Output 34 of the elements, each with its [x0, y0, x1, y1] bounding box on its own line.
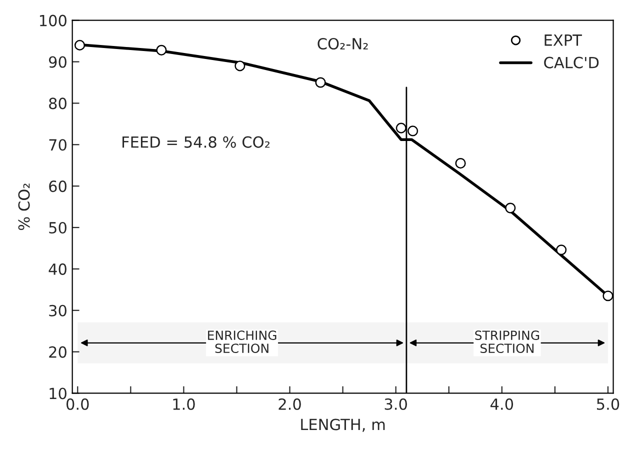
point: [408, 126, 418, 136]
text: CO₂-N₂: [318, 38, 368, 50]
y-axis-title: % CO₂: [18, 184, 30, 230]
point: [74, 40, 86, 50]
y-tick-label: 70: [49, 139, 66, 151]
y-tick-label: 30: [49, 304, 66, 316]
point: [556, 244, 567, 256]
x-tick-label: 2.0: [278, 398, 301, 410]
point: [455, 158, 466, 169]
band-label: ENRICHING SECTION: [208, 330, 276, 354]
legend-label: CALC'D: [544, 56, 599, 68]
y-tick-label: 10: [50, 388, 66, 400]
y-tick-label: 40: [48, 263, 66, 275]
point: [234, 60, 246, 72]
band-label: STRIPPING SECTION: [475, 330, 540, 354]
point: [315, 77, 326, 88]
x-tick-label: 3.0: [384, 398, 407, 410]
point: [505, 202, 516, 214]
y-tick-label: 50: [49, 222, 66, 234]
y-tick-label: 60: [49, 180, 66, 192]
x-tick-label: 5.0: [597, 398, 620, 410]
y-tick-label: 80: [49, 98, 66, 110]
point: [156, 44, 167, 56]
point: [396, 122, 406, 134]
x-axis-title: LENGTH, m: [301, 418, 385, 432]
annotation: FEED = 54.8 % CO₂: [122, 136, 270, 148]
y-tick-label: 90: [48, 56, 66, 68]
y-tick-label: 20: [49, 346, 66, 358]
legend-label: EXPT: [544, 34, 582, 46]
x-tick-label: 0.0: [66, 398, 89, 410]
y-tick-label: 100: [40, 14, 66, 26]
x-tick-label: 1.0: [173, 398, 195, 410]
point: [602, 290, 614, 302]
x-tick-label: 4.0: [490, 398, 514, 410]
